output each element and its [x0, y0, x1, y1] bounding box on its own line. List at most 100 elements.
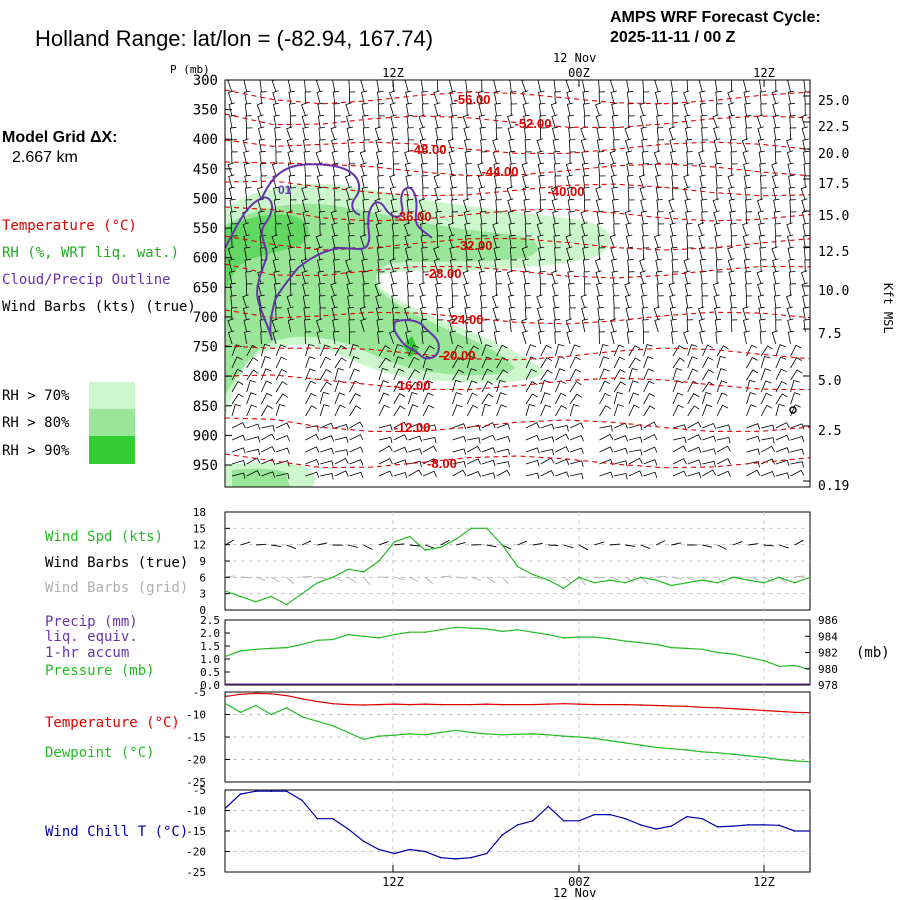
legend-precip-liq: liq. equiv. — [45, 629, 138, 645]
wind-barb — [803, 163, 810, 177]
wind-barb — [377, 103, 385, 117]
wind-barb — [496, 423, 511, 430]
wind-barb — [744, 271, 752, 285]
temperature-line-point — [793, 711, 796, 714]
wind-barb — [304, 175, 312, 189]
wind-barb — [421, 175, 429, 189]
wind-barb — [683, 330, 690, 345]
y-tick-label: -25 — [186, 866, 206, 879]
pressure-line-point — [301, 643, 303, 646]
wind-barb — [567, 114, 574, 129]
wind-barb-grid — [270, 576, 280, 583]
wind-barb — [643, 434, 658, 441]
wind-barb — [757, 282, 764, 297]
wind-barb — [699, 330, 706, 345]
precip-tick-label: 2.5 — [200, 614, 220, 627]
wind-barb — [315, 80, 321, 93]
wind-chill-line-point — [470, 856, 473, 859]
wind-barb — [642, 331, 650, 345]
pressure-line-point — [655, 643, 657, 646]
wind-barb — [300, 258, 308, 273]
temperature-contour-line — [225, 235, 810, 251]
legend-wind-barbs: Wind Barbs (kts) (true) — [2, 299, 196, 315]
wind-barb — [389, 258, 396, 273]
wind-barb — [775, 344, 786, 357]
wind-barb — [716, 470, 731, 477]
wind-barb — [449, 330, 456, 345]
wind-barb — [685, 307, 693, 321]
wind-barb — [612, 283, 619, 297]
wind-barb — [729, 282, 736, 297]
wind-barb — [598, 91, 606, 105]
wind-barb — [716, 368, 727, 381]
wind-barb — [697, 306, 705, 321]
temperature-contour-label: -28.00 — [425, 266, 462, 281]
wind-barb — [554, 91, 561, 105]
wind-barb — [599, 446, 614, 453]
wind-barb — [361, 102, 368, 117]
y-tick-label: -5 — [193, 784, 206, 797]
wind-barb — [334, 392, 346, 405]
wind-speed-line-point — [347, 568, 350, 570]
wind-barb — [496, 469, 511, 477]
wind-barb — [271, 162, 279, 177]
wind-barb — [714, 150, 721, 165]
wind-barb-true — [717, 544, 727, 550]
wind-barb-true — [563, 544, 574, 549]
wind-barb — [242, 306, 250, 321]
wind-barb — [715, 247, 722, 261]
wind-barb — [301, 186, 308, 201]
wind-barb — [495, 283, 503, 297]
wind-barb — [349, 434, 364, 441]
wind-barb — [319, 223, 326, 237]
wind-barb — [260, 331, 267, 345]
dewpoint-line-point — [747, 755, 750, 757]
wind-barb — [406, 199, 414, 213]
wind-barb — [390, 126, 398, 141]
wind-barb — [523, 114, 530, 129]
dewpoint-line-point — [701, 751, 703, 753]
wind-barb — [492, 222, 499, 237]
wind-barb — [653, 150, 661, 165]
wind-barb — [259, 235, 266, 249]
wind-barb — [231, 404, 242, 417]
y-tick-label: -10 — [186, 709, 206, 722]
wind-barb — [790, 369, 803, 381]
wind-barb — [758, 234, 766, 249]
wind-barb — [804, 259, 810, 273]
wind-barb — [523, 126, 531, 141]
wind-barb — [552, 210, 559, 225]
wind-barb — [801, 114, 808, 129]
wind-barb — [643, 459, 658, 466]
wind-barb — [303, 151, 311, 165]
wind-barb — [566, 330, 573, 345]
wind-speed-line-point — [455, 538, 457, 540]
wind-barb — [746, 423, 761, 430]
wind-barb — [701, 211, 708, 225]
dewpoint-line-point — [624, 742, 627, 744]
wind-barb — [259, 80, 265, 93]
wind-barb — [760, 392, 772, 405]
wind-barb — [408, 381, 421, 393]
wind-barb — [303, 222, 310, 237]
wind-barb — [790, 461, 804, 468]
wind-barb — [672, 445, 687, 453]
wind-barb — [303, 306, 310, 321]
wind-barb-true — [317, 542, 328, 546]
wind-barb-grid — [286, 576, 295, 585]
wind-barb — [463, 294, 471, 309]
wind-barb — [785, 294, 793, 309]
wind-barb — [655, 174, 662, 189]
wind-barb — [654, 318, 661, 333]
wind-barb — [743, 330, 750, 345]
dewpoint-line-point — [378, 735, 380, 737]
legend-temperature: Temperature (°C) — [2, 218, 137, 234]
wind-barb — [788, 258, 795, 273]
pressure-line-point — [670, 646, 673, 649]
wind-barb — [481, 447, 496, 454]
wind-barb — [525, 381, 538, 393]
wind-barb — [524, 307, 532, 321]
wind-barb — [597, 222, 604, 237]
wind-barb — [286, 294, 293, 309]
wind-barb — [522, 174, 529, 189]
